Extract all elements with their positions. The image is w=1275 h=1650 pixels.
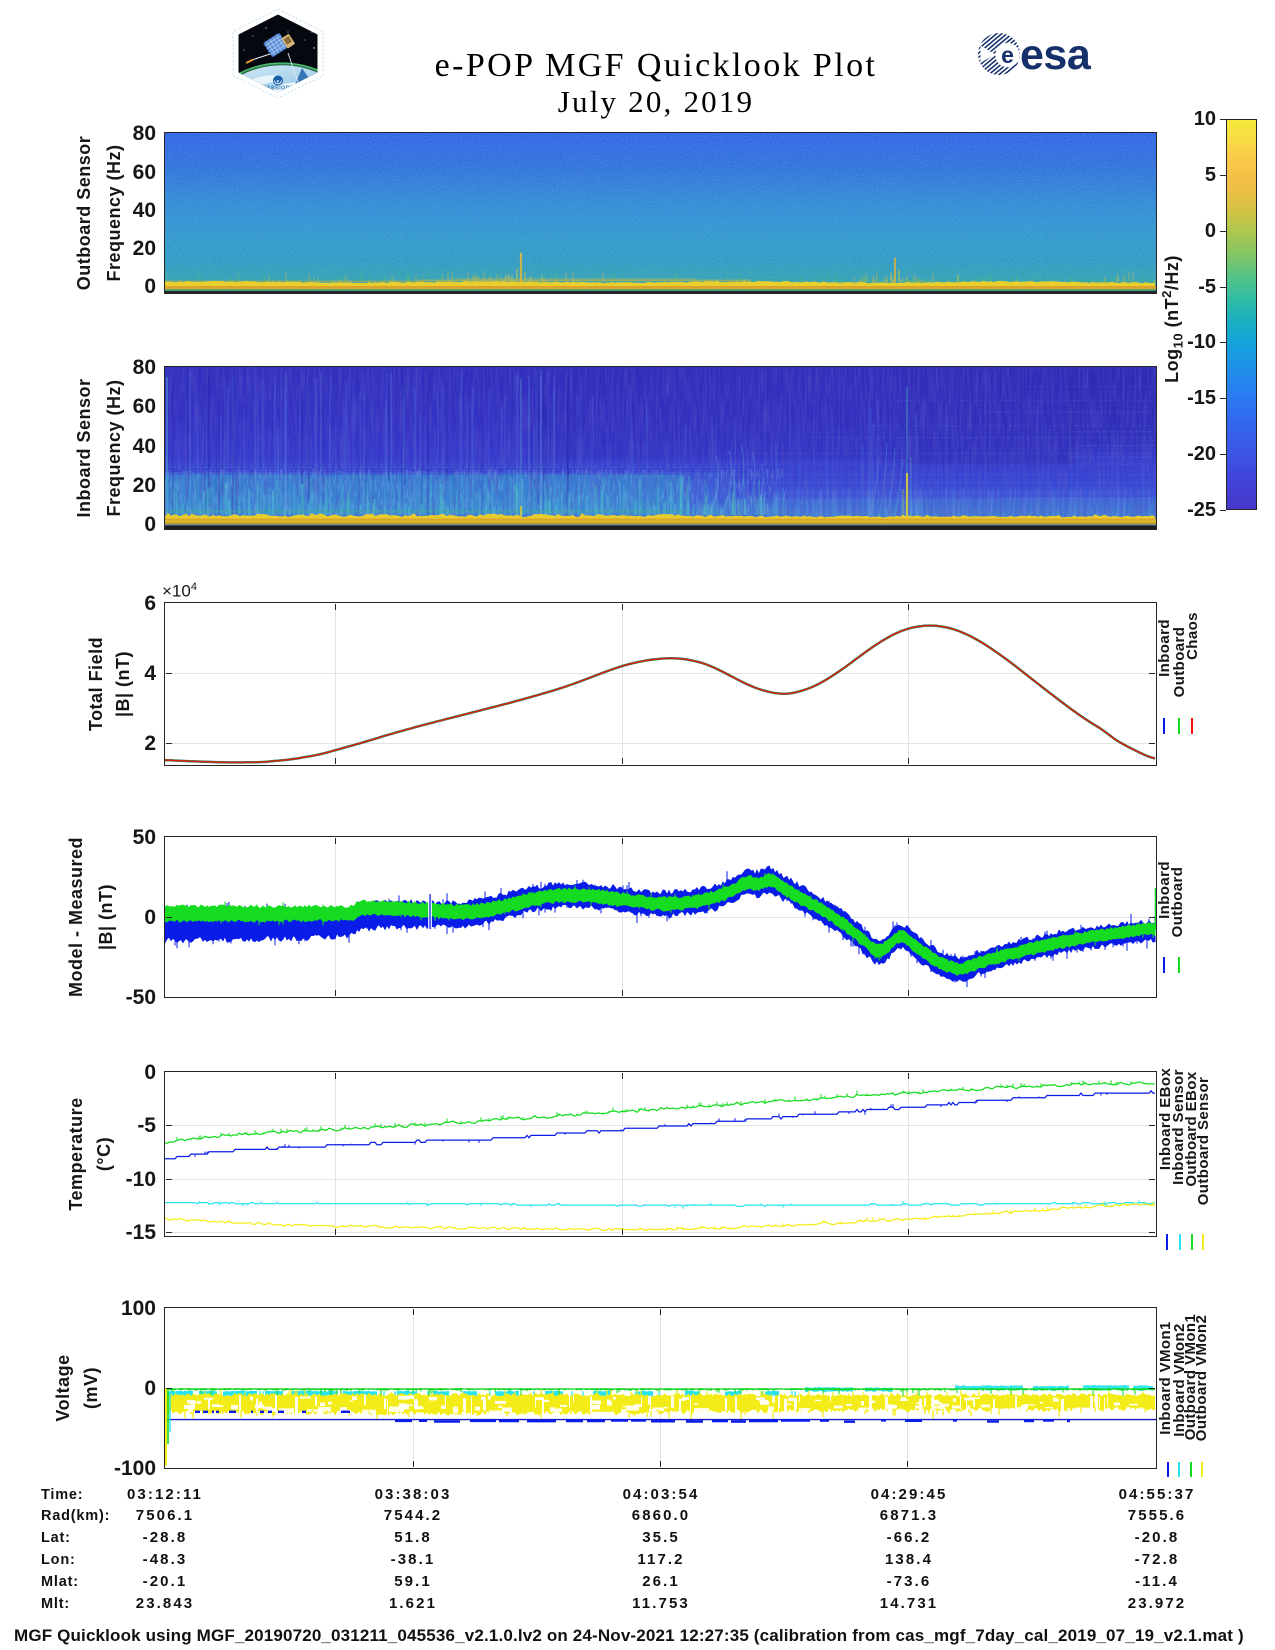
svg-text:e: e: [1001, 42, 1014, 68]
svg-text:CASSIOPE: CASSIOPE: [262, 86, 294, 92]
svg-text:esa: esa: [1020, 31, 1092, 79]
svg-text:e: e: [277, 79, 280, 84]
